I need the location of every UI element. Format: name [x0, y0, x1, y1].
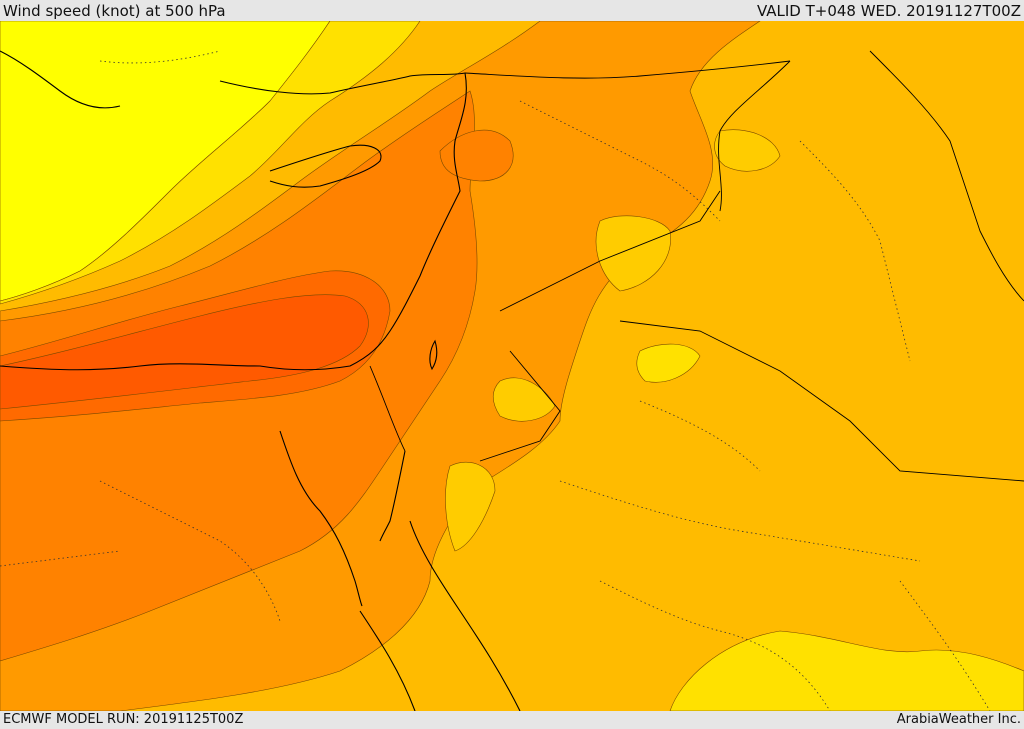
wind-contour-bands	[0, 21, 1024, 711]
border-jordan-saudi	[479, 350, 561, 462]
border-iraq-iran	[718, 60, 791, 212]
coastline-dead-sea	[429, 339, 438, 371]
border-turkey-syria	[464, 60, 791, 79]
wind-band-2-patch-c	[636, 343, 701, 383]
wind-band-3-patch-d	[445, 461, 496, 552]
coastlines	[0, 50, 521, 711]
credit-label: ArabiaWeather Inc.	[896, 712, 1021, 727]
wind-speed-map	[0, 21, 1024, 711]
province-border-f	[0, 550, 121, 567]
wind-band-7-cell	[439, 129, 514, 182]
coastline-aegean	[0, 50, 121, 109]
wind-band-3-patch-e	[714, 129, 781, 172]
header-bar: Wind speed (knot) at 500 hPa VALID T+048…	[0, 0, 1024, 21]
model-run-label: ECMWF MODEL RUN: 20191125T00Z	[3, 712, 244, 727]
coastline-cyprus	[269, 144, 382, 188]
coastline-levant	[0, 72, 467, 371]
wind-band-2	[0, 21, 421, 305]
coastline-gulf-of-aqaba	[379, 450, 406, 542]
border-iraq-saudi	[619, 320, 1024, 482]
coastline-red-sea-east	[409, 520, 521, 711]
border-syria-iraq	[499, 190, 721, 312]
province-border-c	[559, 480, 921, 562]
wind-band-3-patch-b	[492, 377, 556, 422]
border-levant-south	[369, 365, 406, 452]
political-borders	[369, 50, 1024, 482]
wind-band-3-patch-a	[595, 215, 671, 292]
wind-band-2-south	[669, 630, 1024, 711]
coastline-red-sea-west	[359, 610, 416, 711]
wind-band-9	[0, 294, 369, 410]
footer-bar: ECMWF MODEL RUN: 20191125T00Z ArabiaWeat…	[0, 711, 1024, 729]
provincial-borders	[0, 50, 991, 711]
coastline-gulf-of-suez	[279, 430, 363, 607]
valid-time-label: VALID T+048 WED. 20191127T00Z	[756, 2, 1021, 20]
province-border-a	[519, 100, 721, 222]
coastline-northern-shore	[219, 72, 466, 95]
border-iran-west	[869, 50, 1024, 302]
map-title: Wind speed (knot) at 500 hPa	[3, 2, 226, 20]
